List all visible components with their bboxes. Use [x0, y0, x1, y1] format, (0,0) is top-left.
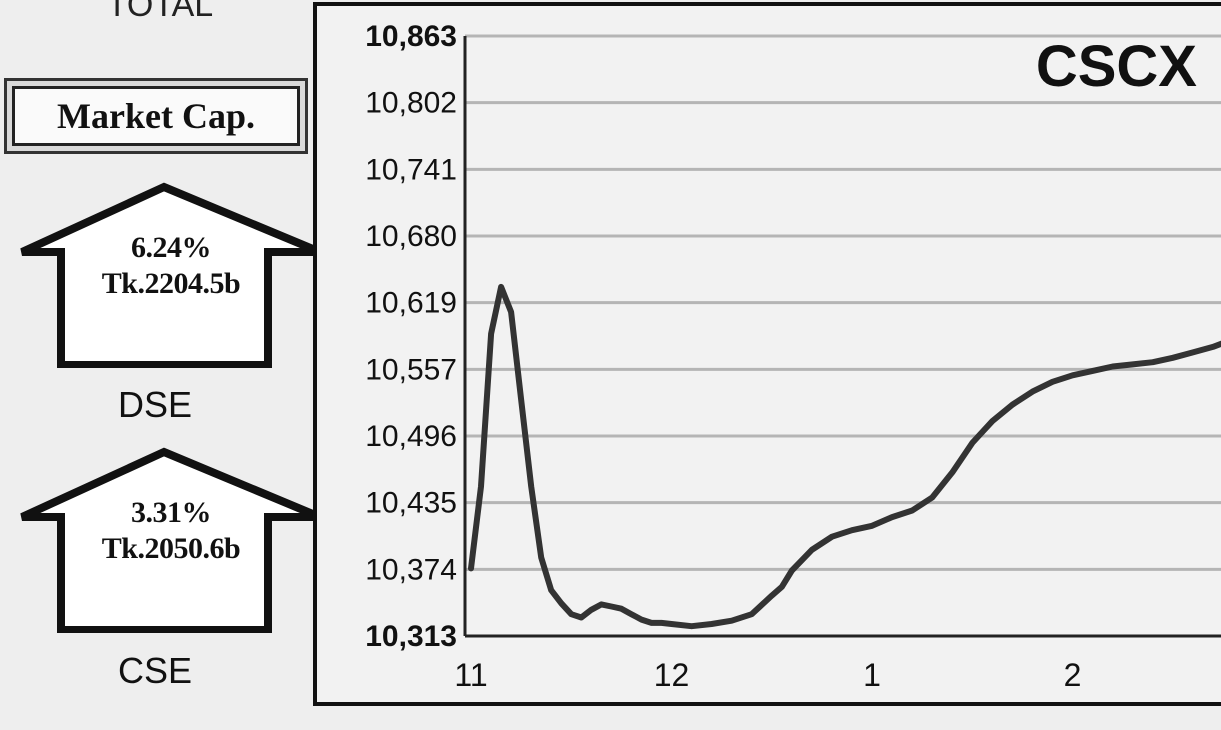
x-tick-label: 11 — [454, 657, 487, 693]
up-arrow-icon — [20, 447, 322, 633]
dse-market-cap-value: Tk.2204.5b — [101, 267, 241, 300]
dse-change-percent: 6.24% — [131, 231, 212, 264]
x-tick-label: 12 — [654, 657, 690, 693]
total-label: TOTAL — [106, 0, 214, 24]
x-tick-label: 1 — [863, 657, 881, 693]
y-tick-label: 10,374 — [365, 553, 457, 586]
y-tick-label: 10,680 — [365, 220, 457, 253]
y-tick-label: 10,863 — [365, 20, 457, 53]
cse-market-cap-value: Tk.2050.6b — [101, 532, 241, 565]
cse-change-percent: 3.31% — [131, 496, 212, 529]
cse-label: CSE — [117, 650, 193, 691]
y-tick-label: 10,619 — [365, 287, 457, 320]
chart-title: CSCX — [1036, 34, 1197, 99]
market-cap-box: Market Cap. — [4, 78, 308, 154]
dse-label: DSE — [117, 384, 193, 425]
cse-change-arrow: 3.31% Tk.2050.6b — [18, 447, 324, 633]
x-tick-label: 2 — [1064, 657, 1082, 693]
market-cap-label: Market Cap. — [12, 86, 300, 146]
y-tick-label: 10,741 — [365, 153, 457, 186]
y-tick-label: 10,435 — [365, 487, 457, 520]
up-arrow-icon — [20, 182, 322, 368]
cscx-line-chart: 10,313 10,374 10,435 10,496 10,557 10,619 10,6… — [365, 20, 1221, 693]
y-tick-label: 10,802 — [365, 87, 457, 120]
y-tick-label: 10,557 — [365, 353, 457, 386]
y-tick-label: 10,496 — [365, 420, 457, 453]
y-tick-label: 10,313 — [365, 620, 457, 653]
cscx-chart: 10,313 10,374 10,435 10,496 10,557 10,619 10,6… — [313, 2, 1221, 706]
cscx-series-line — [468, 283, 1221, 630]
dse-change-arrow: 6.24% Tk.2204.5b — [18, 182, 324, 368]
